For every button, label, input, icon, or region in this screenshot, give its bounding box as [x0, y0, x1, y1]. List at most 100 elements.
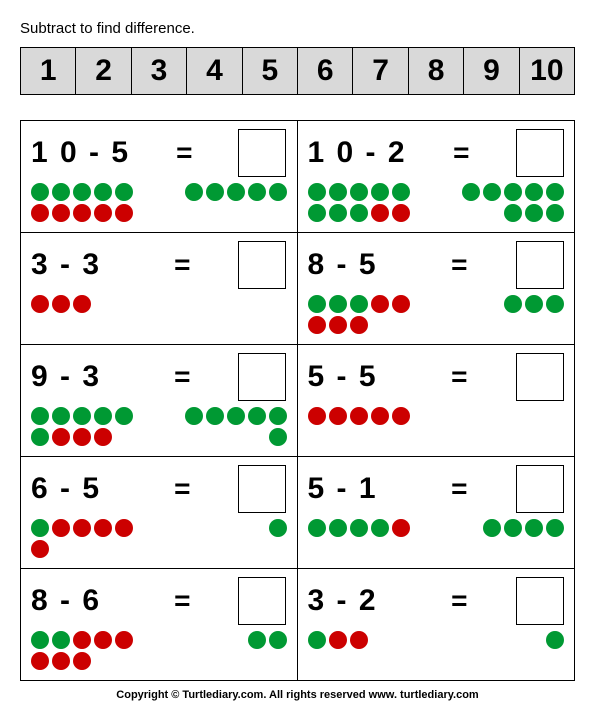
number-strip-cell: 10: [520, 48, 574, 94]
red-dot: [329, 631, 347, 649]
dot-row: [31, 183, 133, 201]
expression-text: 8 - 5: [308, 248, 403, 282]
green-dot: [350, 295, 368, 313]
equation-line: 5 - 1=: [308, 465, 565, 513]
green-dot: [462, 183, 480, 201]
expression-text: 9 - 3: [31, 360, 126, 394]
dot-row: [31, 631, 133, 649]
number-strip-cell: 2: [76, 48, 131, 94]
green-dot: [546, 295, 564, 313]
red-dot: [115, 519, 133, 537]
answer-box[interactable]: [238, 241, 286, 289]
equation-line: 9 - 3=: [31, 353, 287, 401]
dots-group: [308, 295, 410, 334]
answer-box[interactable]: [238, 129, 286, 177]
green-dot: [248, 631, 266, 649]
red-dot: [308, 407, 326, 425]
expression-text: 1 0 - 2: [308, 136, 407, 170]
red-dot: [392, 519, 410, 537]
problem-cell: 8 - 6=: [21, 569, 298, 681]
dots-area: [308, 183, 565, 222]
equation-line: 5 - 5=: [308, 353, 565, 401]
equals-sign: =: [451, 585, 467, 617]
answer-box[interactable]: [238, 353, 286, 401]
dot-row: [269, 519, 287, 537]
green-dot: [185, 183, 203, 201]
dot-row: [546, 631, 564, 649]
green-dot: [546, 631, 564, 649]
dots-group: [31, 295, 91, 313]
red-dot: [115, 204, 133, 222]
answer-box[interactable]: [516, 241, 564, 289]
problem-cell: 8 - 5 =: [298, 233, 575, 345]
red-dot: [73, 652, 91, 670]
expression-text: 1 0 - 5: [31, 136, 130, 170]
problem-cell: 1 0 - 2=: [298, 121, 575, 233]
equals-sign: =: [451, 473, 467, 505]
number-strip-cell: 7: [353, 48, 408, 94]
problem-cell: 3 - 3=: [21, 233, 298, 345]
dots-group: [31, 631, 133, 670]
dots-area: [31, 183, 287, 222]
problem-cell: 9 - 3=: [21, 345, 298, 457]
red-dot: [52, 204, 70, 222]
green-dot: [73, 407, 91, 425]
green-dot: [227, 407, 245, 425]
answer-box[interactable]: [516, 577, 564, 625]
green-dot: [206, 183, 224, 201]
green-dot: [504, 295, 522, 313]
red-dot: [31, 295, 49, 313]
green-dot: [269, 183, 287, 201]
expression-text: 8 - 6: [31, 584, 126, 618]
answer-box[interactable]: [516, 353, 564, 401]
green-dot: [115, 407, 133, 425]
dots-group: [308, 631, 368, 649]
green-dot: [350, 519, 368, 537]
red-dot: [73, 428, 91, 446]
expression-text: 3 - 3: [31, 248, 126, 282]
green-dot: [504, 183, 522, 201]
dots-area: [31, 407, 287, 446]
green-dot: [227, 183, 245, 201]
dot-row: [308, 295, 410, 313]
equals-sign: =: [176, 137, 192, 169]
green-dot: [329, 183, 347, 201]
dot-row: [504, 295, 564, 313]
green-dot: [525, 295, 543, 313]
red-dot: [31, 204, 49, 222]
equation-line: 3 - 2=: [308, 577, 565, 625]
number-strip-cell: 3: [132, 48, 187, 94]
equation-line: 8 - 5 =: [308, 241, 565, 289]
dots-group: [185, 183, 287, 201]
dots-group: [31, 183, 133, 222]
problem-cell: 6 - 5=: [21, 457, 298, 569]
green-dot: [350, 183, 368, 201]
red-dot: [73, 519, 91, 537]
answer-box[interactable]: [516, 129, 564, 177]
green-dot: [483, 183, 501, 201]
answer-box[interactable]: [516, 465, 564, 513]
red-dot: [308, 316, 326, 334]
dots-group: [248, 631, 287, 649]
dots-area: [31, 519, 287, 558]
green-dot: [525, 183, 543, 201]
red-dot: [329, 316, 347, 334]
problem-cell: 3 - 2=: [298, 569, 575, 681]
answer-box[interactable]: [238, 465, 286, 513]
problem-cell: 5 - 1=: [298, 457, 575, 569]
equation-line: 1 0 - 2=: [308, 129, 565, 177]
dot-row: [31, 428, 133, 446]
dots-area: [308, 631, 565, 649]
red-dot: [52, 652, 70, 670]
green-dot: [329, 519, 347, 537]
green-dot: [248, 407, 266, 425]
green-dot: [308, 183, 326, 201]
green-dot: [52, 631, 70, 649]
equation-line: 1 0 - 5 =: [31, 129, 287, 177]
dots-group: [546, 631, 564, 649]
red-dot: [31, 652, 49, 670]
number-strip-cell: 9: [464, 48, 519, 94]
equation-line: 8 - 6=: [31, 577, 287, 625]
answer-box[interactable]: [238, 577, 286, 625]
equals-sign: =: [451, 249, 467, 281]
